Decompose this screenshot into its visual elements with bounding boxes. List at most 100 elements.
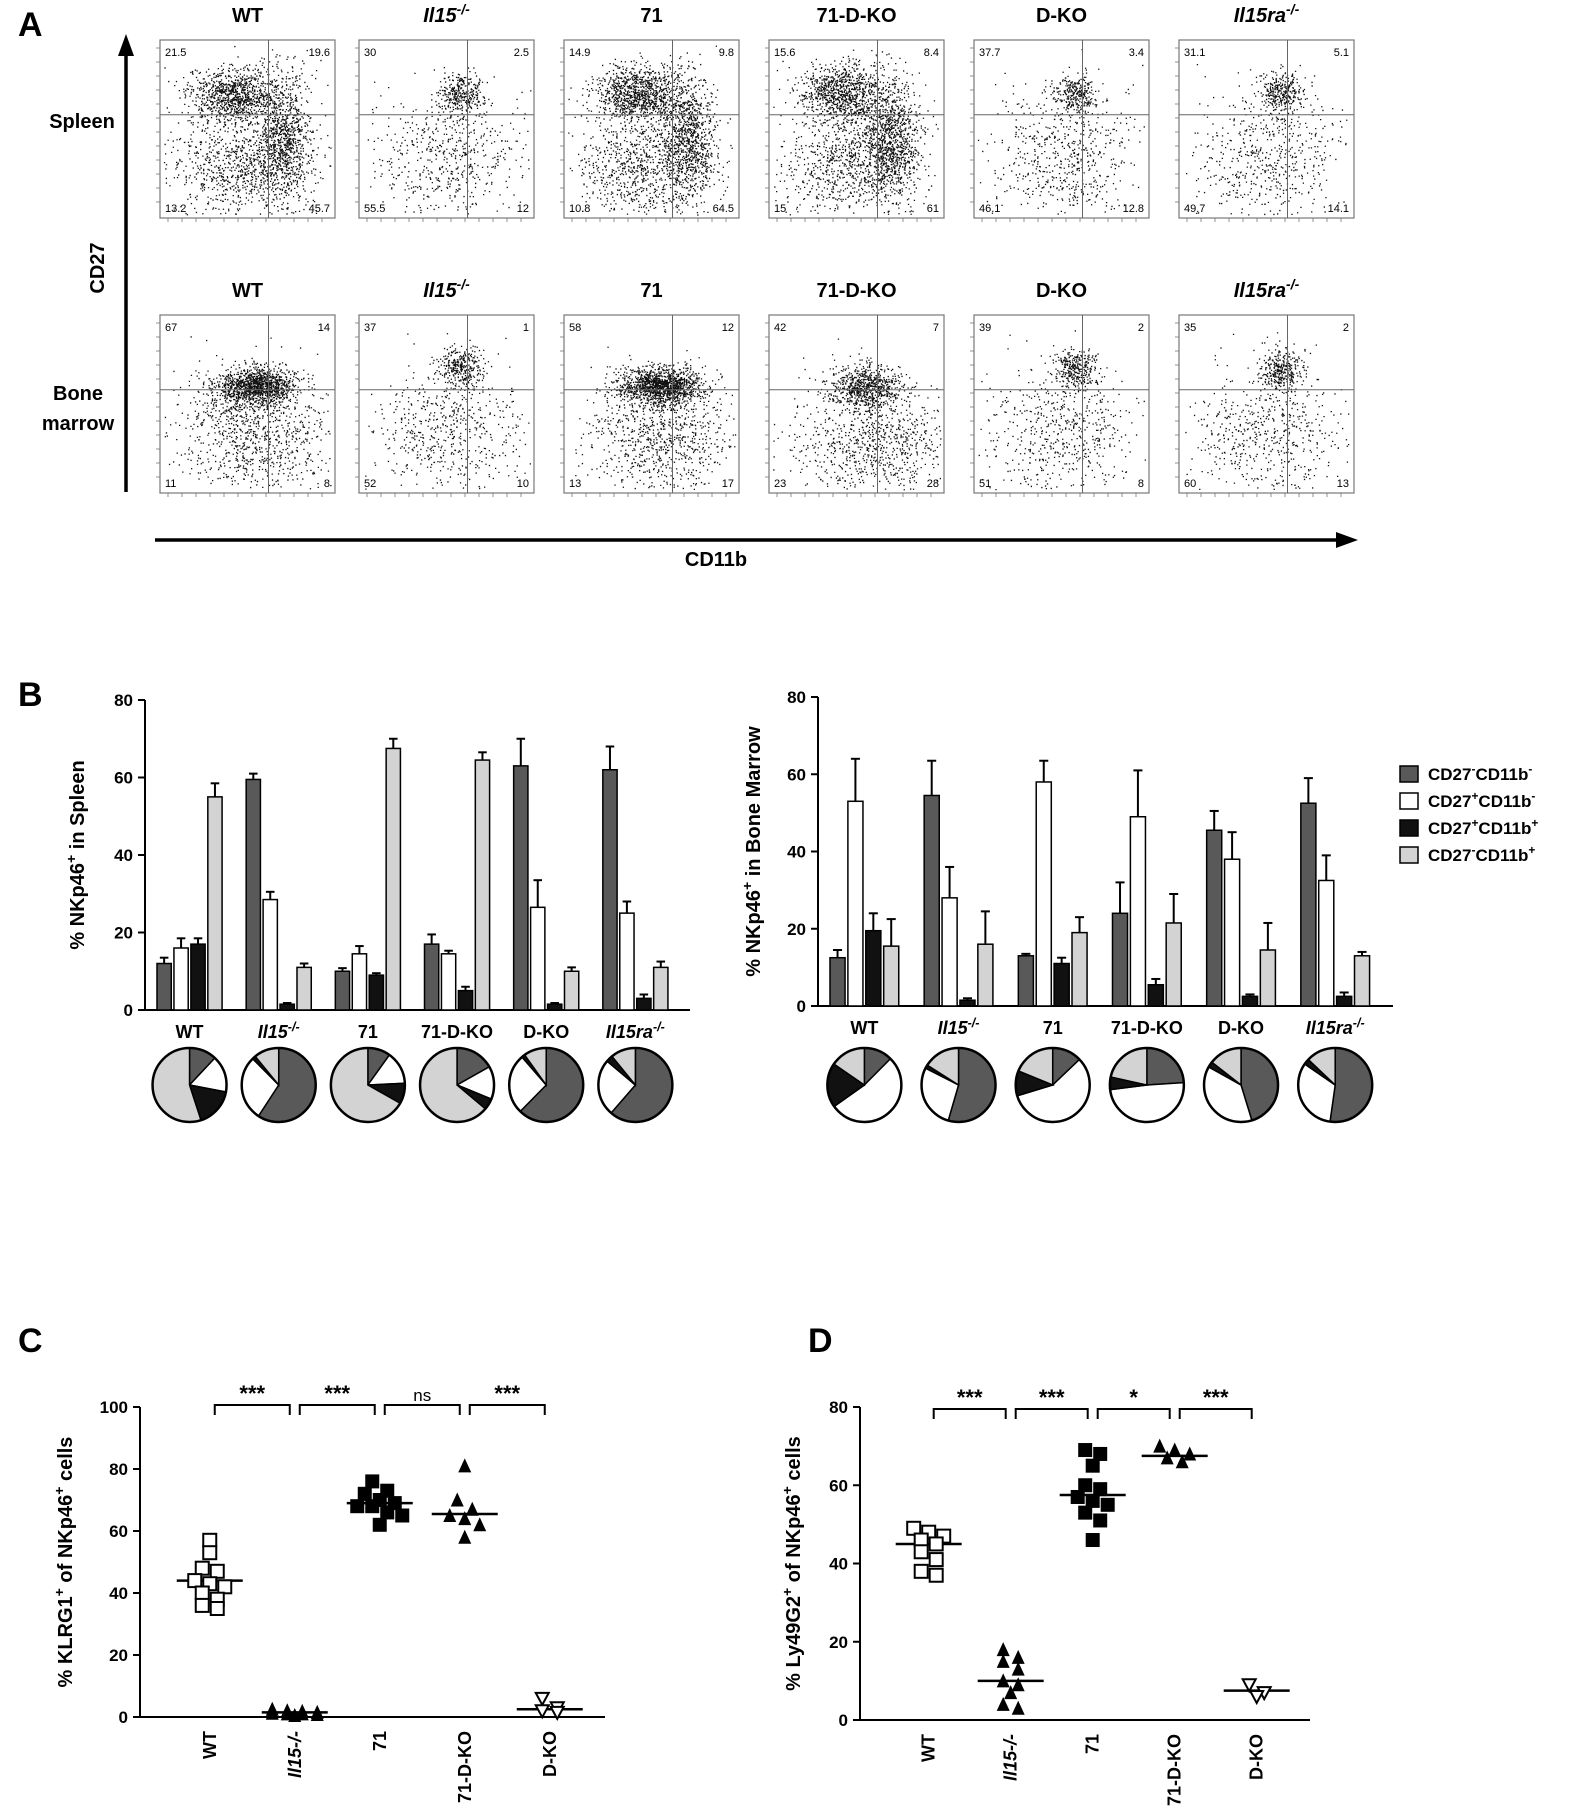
- y-axis-label: % KLRG1+ of NKp46+ cells: [51, 1437, 77, 1688]
- category-label: 71-D-KO: [1165, 1734, 1185, 1806]
- data-point: [1011, 1649, 1025, 1664]
- bar: [385, 747, 402, 1011]
- quadrant-value-ll: 60: [1184, 478, 1196, 490]
- y-tick-label: 60: [114, 769, 133, 788]
- legend-part: CD11b: [1475, 846, 1528, 865]
- flow-plot-1-2: 71 58 12 13 17: [560, 280, 740, 497]
- category-label-base: 71-D-KO: [455, 1731, 475, 1803]
- category-label-sup: -/-: [288, 1020, 300, 1034]
- data-point: [350, 1499, 365, 1514]
- pie-outline: [597, 1046, 674, 1124]
- significance-label: ***: [494, 1381, 520, 1406]
- category-label-base: Il15: [285, 1747, 305, 1778]
- row-label-marrow: marrow: [42, 413, 115, 435]
- quadrant-value-ll: 13: [569, 478, 581, 490]
- quadrant-value-ur: 14: [318, 322, 330, 334]
- data-point: [928, 1536, 944, 1552]
- bar: [207, 796, 223, 1011]
- data-point: [549, 1705, 566, 1721]
- y-tick-label: 80: [829, 1398, 848, 1417]
- y-tick-label: 20: [109, 1646, 128, 1665]
- quadrant-value-ur: 8.4: [924, 47, 939, 59]
- data-point: [194, 1585, 210, 1601]
- flow-plot-title-base: 71: [640, 280, 662, 302]
- pie-outline: [418, 1046, 496, 1124]
- quadrant-value-lr: 8: [1138, 478, 1144, 490]
- bar: [1353, 955, 1371, 1007]
- y-tick-label: 80: [109, 1460, 128, 1479]
- legend-label: CD27+CD11b-: [1428, 789, 1535, 811]
- category-label-base: 71: [1043, 1018, 1063, 1038]
- quadrant-value-lr: 17: [722, 478, 734, 490]
- y-tick-label: 20: [787, 920, 806, 939]
- quadrant-value-ll: 52: [364, 478, 376, 490]
- panel-letter-c: C: [18, 1322, 43, 1360]
- significance-label: ***: [957, 1385, 983, 1410]
- flow-plot-title: WT: [232, 280, 263, 302]
- y-tick-label: 0: [797, 997, 806, 1016]
- quadrant-value-ur: 19.6: [309, 47, 330, 59]
- bar: [1165, 922, 1182, 1007]
- flow-plot-title: Il15-/-: [423, 1, 470, 27]
- quadrant-value-ll: 49.7: [1184, 203, 1205, 215]
- category-label: Il15-/-: [258, 1020, 300, 1042]
- data-point: [1078, 1443, 1093, 1458]
- y-tick-label: 80: [114, 691, 133, 710]
- legend-label: CD27-CD11b-: [1428, 762, 1532, 784]
- significance-label: ns: [413, 1386, 431, 1405]
- flow-events: [365, 333, 531, 490]
- quadrant-value-ul: 31.1: [1184, 47, 1205, 59]
- quadrant-value-ur: 7: [933, 322, 939, 334]
- y-tick-label: 0: [124, 1001, 133, 1020]
- flow-plot-frame: [563, 39, 740, 219]
- legend-part: CD11b: [1478, 819, 1531, 838]
- data-point: [295, 1706, 309, 1721]
- data-point: [202, 1532, 218, 1548]
- data-point: [1011, 1700, 1025, 1715]
- bar: [977, 943, 994, 1007]
- pie-outline: [151, 1046, 228, 1124]
- flow-plot-title: 71: [640, 5, 662, 27]
- x-axis-label: CD11b: [685, 549, 747, 571]
- flow-events: [163, 45, 332, 216]
- quadrant-value-ll: 11: [165, 478, 176, 490]
- data-point: [928, 1552, 944, 1568]
- data-point: [357, 1486, 372, 1501]
- data-point: [534, 1704, 551, 1720]
- quadrant-value-ll: 15: [774, 203, 786, 215]
- y-label-part: in Bone Marrow: [743, 726, 765, 882]
- category-label-base: 71: [358, 1022, 378, 1042]
- category-label-base: 71-D-KO: [421, 1022, 493, 1042]
- flow-plot-0-2: 71 14.9 9.8 10.8 64.5: [560, 5, 740, 222]
- bar: [440, 953, 457, 1011]
- data-point: [1183, 1446, 1197, 1461]
- significance-label: ***: [1039, 1385, 1065, 1410]
- quadrant-value-ll: 23: [774, 478, 786, 490]
- category-label: 71: [1043, 1018, 1063, 1038]
- flow-plot-1-0: WT 67 14 11 8: [156, 280, 336, 497]
- category-label-sup: -/-: [968, 1016, 980, 1030]
- category-label-base: WT: [200, 1731, 220, 1759]
- bar: [1223, 858, 1241, 1007]
- data-point: [380, 1505, 395, 1520]
- pie-outline: [1202, 1046, 1280, 1124]
- y-label-part: % Ly49G2: [783, 1596, 805, 1691]
- bar: [959, 999, 976, 1007]
- bar: [635, 997, 652, 1011]
- legend-part: CD27: [1428, 792, 1471, 811]
- legend-sup: -: [1531, 789, 1535, 803]
- significance-bracket: [1014, 1408, 1089, 1419]
- legend-sup: -: [1528, 762, 1532, 776]
- flow-plot-1-3: 71-D-KO 42 7 23 28: [765, 280, 945, 497]
- flow-plot-title: Il15-/-: [423, 276, 470, 302]
- data-point: [1100, 1497, 1115, 1512]
- quadrant-value-ul: 67: [165, 322, 177, 334]
- data-point: [194, 1560, 210, 1576]
- data-point: [365, 1499, 380, 1514]
- flow-plot-0-4: D-KO 37.7 3.4 46.1 12.8: [970, 5, 1150, 222]
- y-label-part: % KLRG1: [55, 1596, 77, 1687]
- legend-part: CD11b: [1475, 765, 1528, 784]
- category-label: Il15-/-: [938, 1016, 980, 1038]
